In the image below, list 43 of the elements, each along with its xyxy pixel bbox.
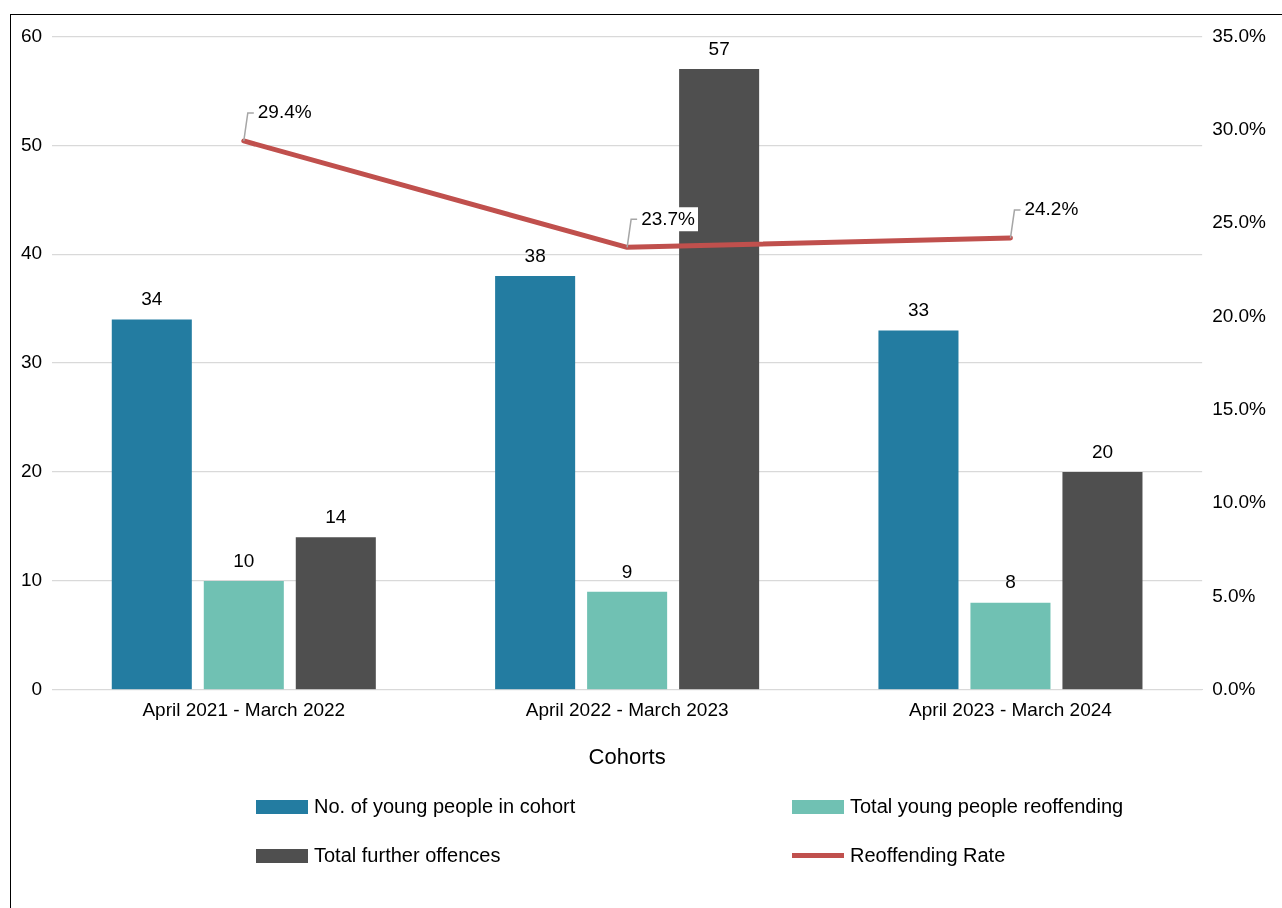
y2-tick-label: 35.0%: [1212, 24, 1267, 46]
x-tick-label: April 2023 - March 2024: [909, 699, 1113, 721]
bar: [1062, 472, 1143, 690]
legend-label: Total further offences: [314, 844, 501, 867]
y2-tick-label: 30.0%: [1212, 117, 1267, 139]
y2-tick-label: 10.0%: [1212, 491, 1267, 513]
y-tick-label: 0: [31, 678, 43, 700]
y2-tick-label: 15.0%: [1212, 398, 1267, 420]
legend-label: Reoffending Rate: [850, 844, 1006, 867]
data-label: 10: [233, 549, 255, 571]
bar: [203, 580, 284, 690]
data-label: 57: [708, 37, 730, 59]
x-tick-label: April 2021 - March 2022: [142, 699, 346, 721]
data-label: 38: [524, 244, 546, 266]
data-label: 14: [325, 506, 347, 528]
bar: [495, 275, 576, 690]
bar: [111, 319, 192, 690]
bar: [878, 330, 959, 690]
y-tick-label: 10: [20, 569, 43, 591]
y2-tick-label: 0.0%: [1212, 678, 1256, 700]
x-axis-title: Cohorts: [588, 743, 666, 769]
legend-label: No. of young people in cohort: [314, 795, 576, 818]
y-tick-label: 60: [20, 24, 43, 46]
y-tick-label: 40: [20, 242, 43, 264]
x-tick-label: April 2022 - March 2023: [525, 699, 729, 721]
y-tick-label: 50: [20, 133, 43, 155]
bar: [295, 537, 376, 690]
data-label: 34: [141, 288, 163, 310]
data-label: 24.2%: [1024, 198, 1079, 220]
y2-tick-label: 20.0%: [1212, 304, 1267, 326]
y2-tick-label: 5.0%: [1212, 584, 1256, 606]
legend-label: Total young people reoffending: [850, 795, 1124, 818]
data-label: 33: [907, 299, 930, 321]
data-label: 29.4%: [257, 101, 312, 123]
bar: [970, 602, 1051, 690]
y-tick-label: 30: [20, 351, 43, 373]
data-label: 23.7%: [641, 207, 696, 229]
data-label: 8: [1005, 571, 1016, 593]
data-label: 20: [1091, 440, 1114, 462]
y2-tick-label: 25.0%: [1212, 211, 1267, 233]
y-tick-label: 20: [20, 460, 43, 482]
data-label: 9: [621, 560, 633, 582]
bar: [587, 591, 668, 690]
